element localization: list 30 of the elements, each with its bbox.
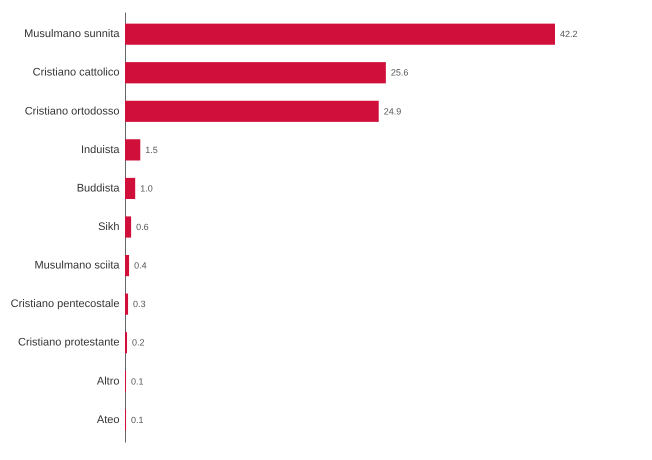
data-label: 24.9 xyxy=(384,106,402,116)
y-tick-label: Musulmano sunnita xyxy=(24,28,120,40)
bar xyxy=(125,100,379,122)
bar xyxy=(125,62,386,84)
data-label: 0.1 xyxy=(131,414,144,425)
y-tick-label: Musulmano sciita xyxy=(34,260,120,272)
data-label: 0.1 xyxy=(131,376,144,386)
data-label: 42.2 xyxy=(560,29,578,40)
data-label: 0.3 xyxy=(133,299,146,310)
bar xyxy=(125,294,128,315)
data-label: 1.0 xyxy=(140,183,153,194)
data-label: 0.6 xyxy=(136,222,149,232)
y-tick-label: Sikh xyxy=(98,221,120,233)
bar xyxy=(125,254,130,276)
data-label: 0.2 xyxy=(132,338,145,348)
y-tick-label: Induista xyxy=(80,144,120,156)
y-tick-label: Cristiano ortodosso xyxy=(24,105,120,118)
data-label: 25.6 xyxy=(390,68,408,78)
data-label: 0.4 xyxy=(134,260,147,271)
y-tick-label: Cristiano protestante xyxy=(18,336,120,349)
y-tick-label: Buddista xyxy=(76,182,120,194)
bar xyxy=(125,178,136,200)
y-tick-label: Cristiano cattolico xyxy=(32,66,120,79)
bar xyxy=(125,24,555,45)
y-tick-label: Ateo xyxy=(96,414,120,426)
data-label: 1.5 xyxy=(145,144,158,155)
y-tick-label: Altro xyxy=(96,375,120,388)
bar xyxy=(125,139,140,160)
y-tick-label: Cristiano pentecostale xyxy=(10,298,120,310)
bar xyxy=(125,216,132,238)
